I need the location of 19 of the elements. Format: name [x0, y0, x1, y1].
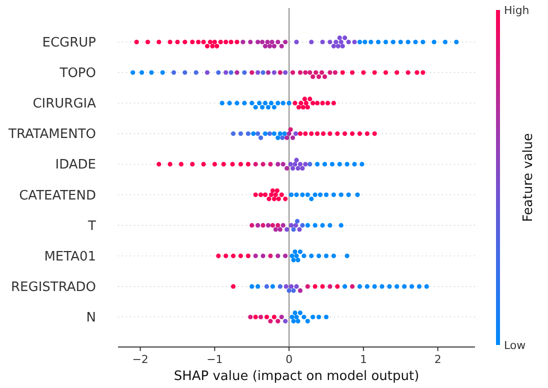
y-tick-label: N [86, 310, 96, 326]
x-tick-label: −1 [206, 353, 223, 366]
y-tick-label: TRATAMENTO [8, 127, 96, 142]
y-tick-label: META01 [44, 249, 96, 264]
x-tick-label: 2 [434, 353, 442, 366]
x-axis-title: SHAP value (impact on model output) [174, 369, 420, 384]
y-tick-label: ECGRUP [42, 36, 96, 50]
color-bar-label: High [504, 4, 530, 17]
x-tick-label: 0 [286, 353, 293, 366]
y-tick-label: IDADE [55, 158, 96, 173]
y-tick-label: CIRURGIA [32, 96, 96, 112]
color-bar-title: Feature value [521, 133, 536, 222]
y-tick-label: TOPO [58, 66, 96, 82]
x-tick-label: 1 [360, 353, 367, 366]
y-tick-label: T [87, 218, 96, 234]
x-tick-label: −2 [132, 353, 148, 366]
y-tick-label: REGISTRADO [11, 280, 96, 295]
color-bar-label: Low [504, 339, 526, 352]
y-tick-label: CATEATEND [19, 188, 96, 204]
